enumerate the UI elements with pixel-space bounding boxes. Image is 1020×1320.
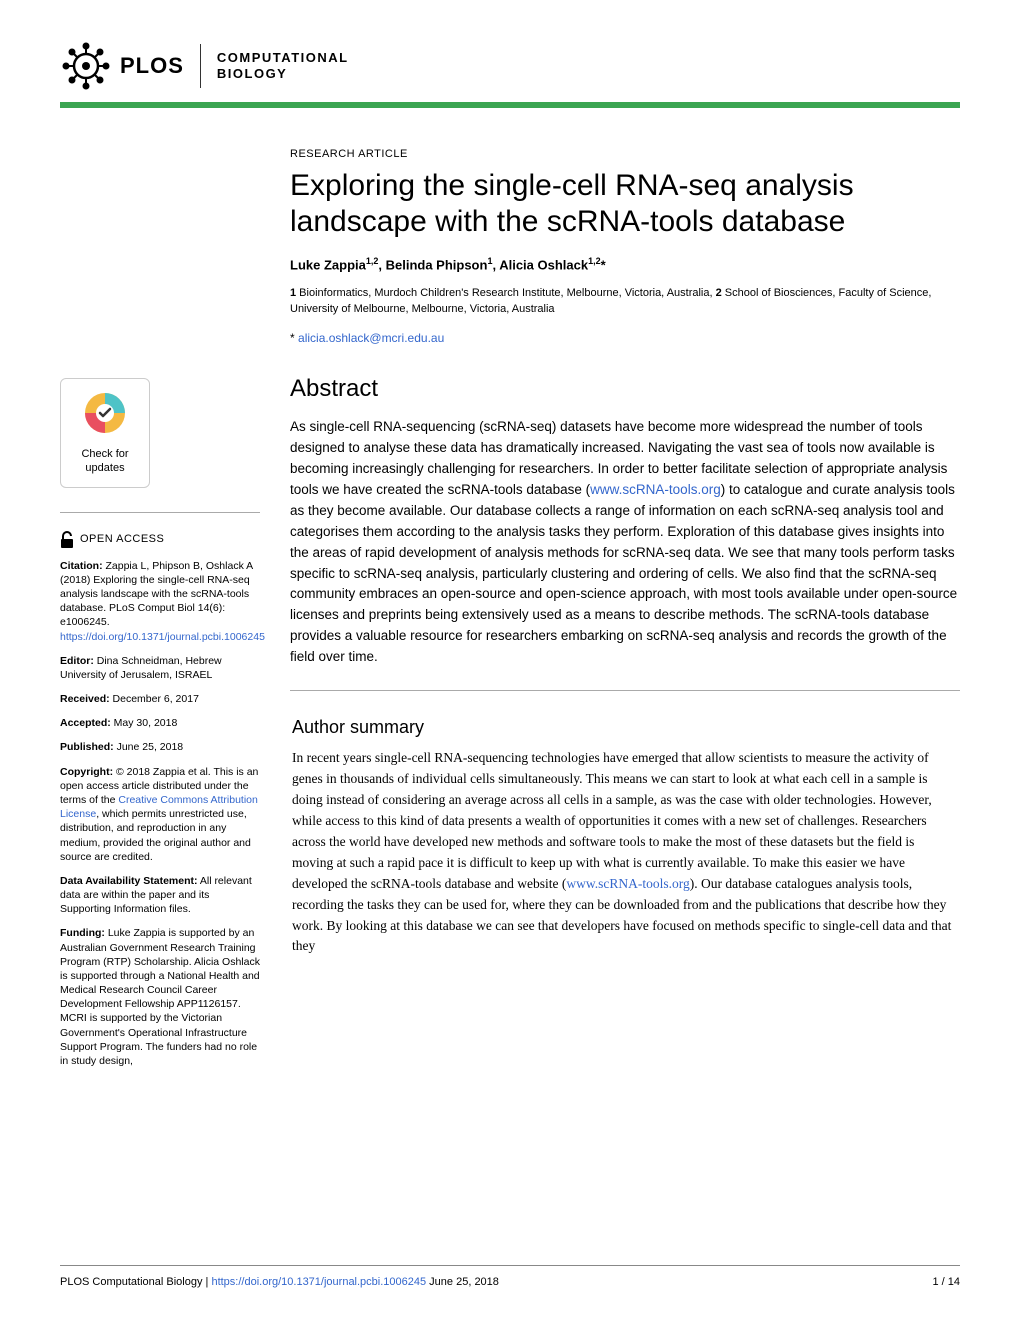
header-divider — [200, 44, 201, 88]
accepted-block: Accepted: May 30, 2018 — [60, 716, 260, 730]
data-availability-block: Data Availability Statement: All relevan… — [60, 874, 260, 917]
open-lock-icon — [60, 531, 74, 549]
plos-text: PLOS — [120, 53, 184, 79]
citation-block: Citation: Zappia L, Phipson B, Oshlack A… — [60, 559, 260, 644]
published-block: Published: June 25, 2018 — [60, 740, 260, 754]
affiliations: 1 Bioinformatics, Murdoch Children's Res… — [290, 286, 960, 317]
plos-logo: PLOS — [60, 40, 184, 92]
check-updates-text: Check for updates — [73, 448, 137, 474]
received-block: Received: December 6, 2017 — [60, 692, 260, 706]
journal-line2: BIOLOGY — [217, 66, 349, 82]
abstract-heading: Abstract — [290, 375, 960, 403]
summary-heading: Author summary — [292, 717, 958, 738]
funding-block: Funding: Luke Zappia is supported by an … — [60, 926, 260, 1068]
journal-header: PLOS COMPUTATIONAL BIOLOGY — [0, 0, 1020, 102]
doi-link[interactable]: https://doi.org/10.1371/journal.pcbi.100… — [60, 631, 265, 643]
journal-name: COMPUTATIONAL BIOLOGY — [217, 50, 349, 81]
article-title: Exploring the single-cell RNA-seq analys… — [290, 168, 960, 240]
scrna-tools-link-2[interactable]: www.scRNA-tools.org — [566, 876, 689, 891]
divider — [60, 512, 260, 513]
authors: Luke Zappia1,2, Belinda Phipson1, Alicia… — [290, 256, 960, 272]
corresponding-email: * alicia.oshlack@mcri.edu.au — [290, 331, 960, 345]
divider — [290, 690, 960, 691]
plos-icon — [60, 40, 112, 92]
footer-doi-link[interactable]: https://doi.org/10.1371/journal.pcbi.100… — [211, 1276, 426, 1288]
abstract-text: As single-cell RNA-sequencing (scRNA-seq… — [290, 417, 960, 668]
copyright-block: Copyright: © 2018 Zappia et al. This is … — [60, 765, 260, 864]
article-type: RESEARCH ARTICLE — [290, 148, 960, 160]
open-access-text: OPEN ACCESS — [80, 532, 164, 547]
page-number: 1 / 14 — [932, 1276, 960, 1288]
open-access-badge: OPEN ACCESS — [60, 531, 260, 549]
scrna-tools-link[interactable]: www.scRNA-tools.org — [590, 482, 721, 497]
email-link[interactable]: alicia.oshlack@mcri.edu.au — [298, 331, 444, 345]
crossmark-icon — [83, 391, 127, 435]
author-summary: Author summary In recent years single-ce… — [290, 713, 960, 961]
page-footer: PLOS Computational Biology | https://doi… — [60, 1265, 960, 1288]
content-area: Check for updates OPEN ACCESS Citation: … — [0, 108, 1020, 1098]
sidebar: Check for updates OPEN ACCESS Citation: … — [60, 148, 260, 1078]
summary-text: In recent years single-cell RNA-sequenci… — [292, 748, 958, 957]
footer-left: PLOS Computational Biology | https://doi… — [60, 1276, 499, 1288]
journal-line1: COMPUTATIONAL — [217, 50, 349, 66]
main-content: RESEARCH ARTICLE Exploring the single-ce… — [290, 148, 960, 1078]
editor-block: Editor: Dina Schneidman, Hebrew Universi… — [60, 654, 260, 682]
check-updates-badge[interactable]: Check for updates — [60, 378, 150, 488]
